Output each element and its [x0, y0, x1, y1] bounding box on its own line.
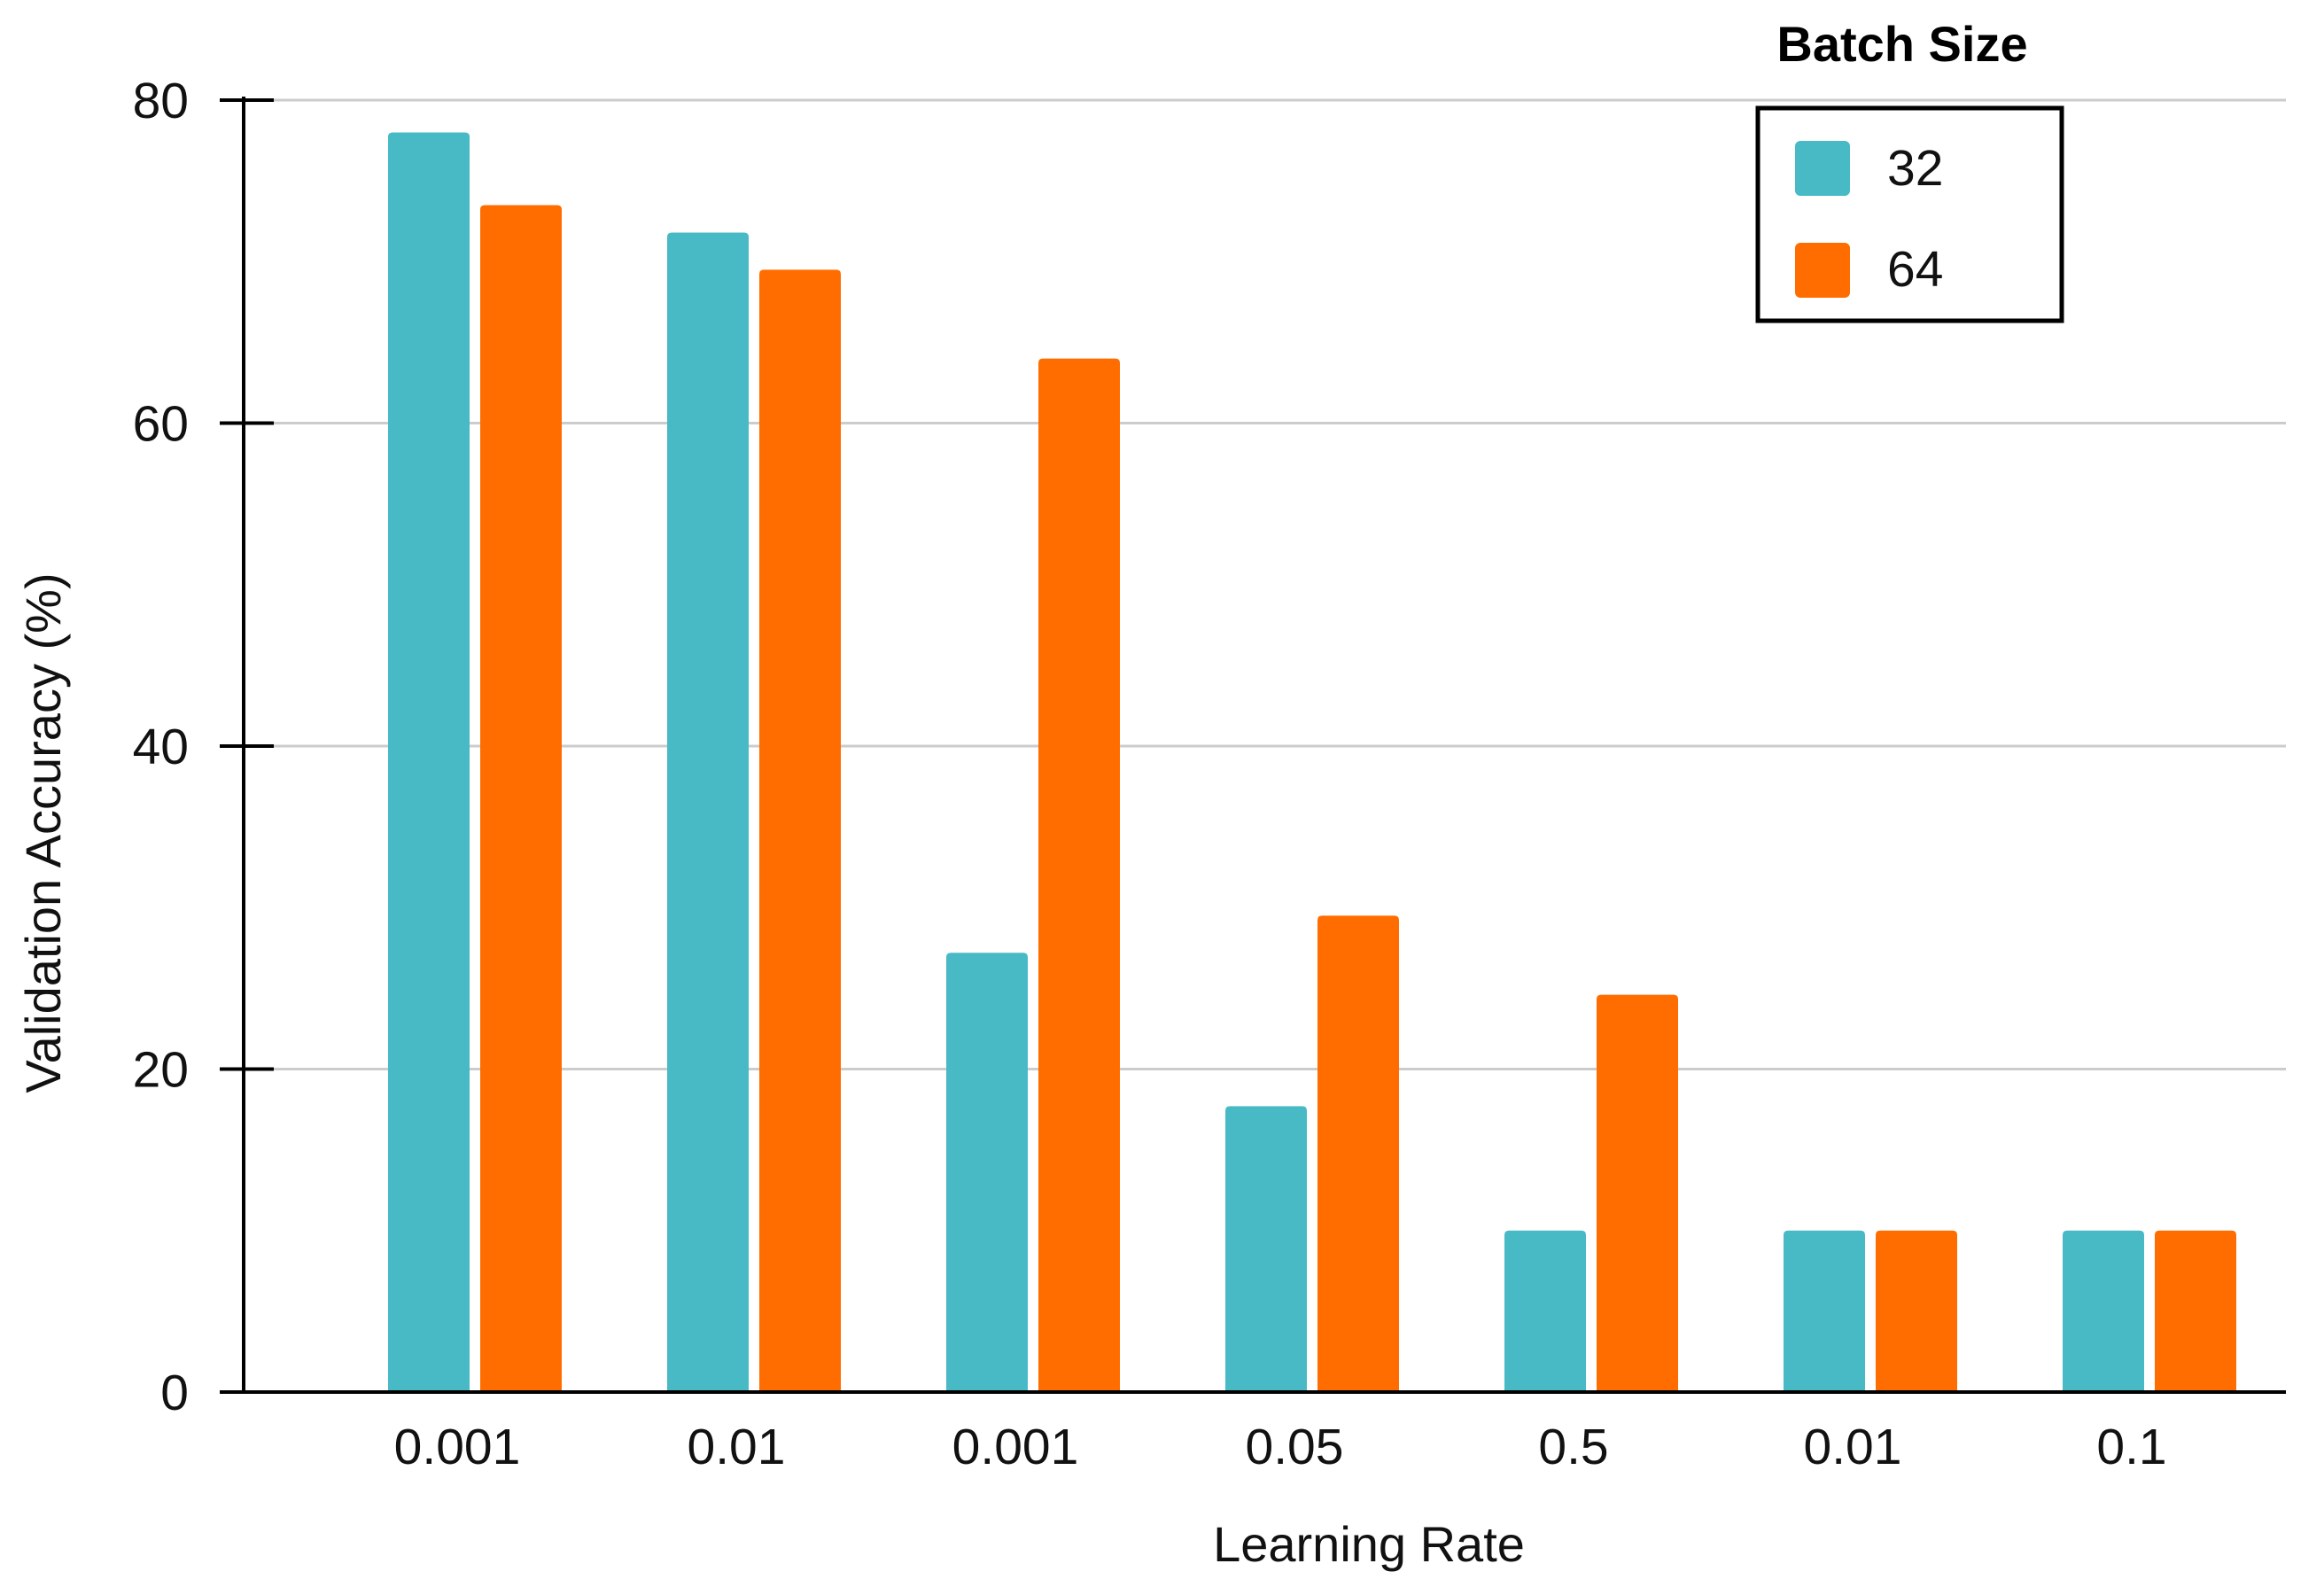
legend: Batch Size 32 64: [1755, 16, 2064, 323]
y-tick-label: 0: [160, 1365, 189, 1421]
y-axis-title: Validation Accuracy (%): [15, 572, 71, 1093]
y-tick-label: 20: [133, 1042, 189, 1099]
y-tick-label: 40: [133, 719, 189, 775]
y-tick-labels: 0 20 40 60 80: [133, 73, 189, 1421]
bar-64-5: [1876, 1230, 1957, 1392]
bar-32-5: [1784, 1230, 1865, 1392]
legend-label-64: 64: [1887, 241, 1943, 298]
bar-32-6: [2063, 1230, 2144, 1392]
bar-32-1: [667, 232, 749, 1392]
x-tick-label: 0.001: [394, 1419, 521, 1475]
bar-64-2: [1038, 358, 1120, 1393]
bar-64-6: [2155, 1230, 2236, 1392]
x-tick-label: 0.1: [2096, 1419, 2166, 1475]
bar-32-3: [1225, 1106, 1307, 1392]
bar-64-4: [1597, 994, 1678, 1392]
bar-32-4: [1504, 1230, 1586, 1392]
y-tick-label: 60: [133, 396, 189, 453]
legend-swatch-64: [1795, 243, 1850, 298]
legend-title: Batch Size: [1776, 16, 2027, 72]
x-tick-label: 0.05: [1246, 1419, 1344, 1475]
bars: [388, 132, 2236, 1393]
bar-64-1: [759, 269, 841, 1392]
bar-32-0: [388, 132, 470, 1393]
x-axis-title: Learning Rate: [1213, 1516, 1525, 1572]
x-tick-label: 0.01: [688, 1419, 786, 1475]
x-tick-label: 0.01: [1804, 1419, 1902, 1475]
x-tick-label: 0.5: [1538, 1419, 1608, 1475]
axes: [220, 97, 2286, 1394]
x-tick-labels: 0.001 0.01 0.001 0.05 0.5 0.01 0.1: [394, 1419, 2167, 1475]
legend-box: [1755, 105, 2064, 323]
gridlines: [244, 98, 2286, 1070]
legend-swatch-32: [1795, 141, 1850, 196]
bar-64-3: [1317, 915, 1399, 1392]
y-tick-label: 80: [133, 73, 189, 129]
legend-label-32: 32: [1887, 140, 1943, 197]
bar-64-0: [480, 205, 562, 1392]
x-tick-label: 0.001: [952, 1419, 1079, 1475]
bar-32-2: [946, 953, 1028, 1392]
